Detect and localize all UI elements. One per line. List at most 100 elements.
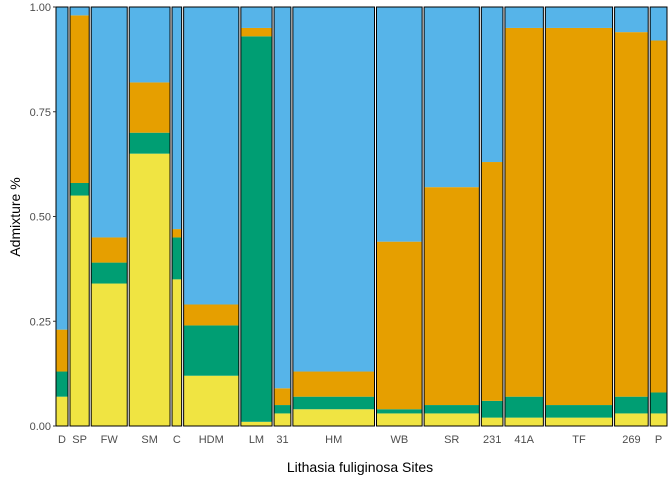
site-panel-TF — [544, 6, 614, 427]
site-panel-SM — [128, 6, 171, 427]
bar-segment-LM-blue — [240, 7, 273, 28]
bar-segment-31-yellow — [274, 413, 291, 426]
bar-segment-TF-blue — [545, 7, 613, 28]
site-panel-41A — [504, 6, 544, 427]
bar-segment-C-blue — [172, 7, 182, 230]
bar-segment-HM-yellow — [292, 409, 375, 426]
site-panel-C — [171, 6, 183, 427]
bar-segment-P-blue — [650, 7, 667, 41]
x-tick-label-31: 31 — [276, 434, 288, 446]
bar-segment-TF-yellow — [545, 417, 613, 426]
bar-segment-41A-yellow — [504, 417, 544, 426]
site-panel-SR — [423, 6, 480, 427]
x-tick-label-231: 231 — [483, 434, 501, 446]
y-axis: 0.00 0.25 0.50 0.75 1.00 — [30, 2, 56, 433]
bar-segment-269-green — [614, 396, 649, 414]
bar-segment-D-orange — [56, 329, 68, 372]
site-panel-HDM — [183, 6, 240, 427]
bar-segment-WB-blue — [376, 7, 423, 242]
bar-segment-HM-blue — [292, 7, 375, 372]
site-panel-WB — [376, 6, 423, 427]
site-panel-FW — [90, 6, 128, 427]
x-tick-label-269: 269 — [622, 434, 640, 446]
site-panel-HM — [292, 6, 376, 427]
bar-segment-SP-orange — [70, 15, 90, 183]
y-tick-label: 0.00 — [30, 421, 51, 433]
bar-segment-41A-green — [504, 396, 544, 418]
bar-segment-SP-yellow — [70, 195, 90, 426]
bar-segment-LM-yellow — [240, 421, 273, 426]
site-panel-269 — [614, 6, 649, 427]
bar-segment-TF-orange — [545, 27, 613, 406]
bar-segment-SM-blue — [129, 7, 171, 83]
bar-segment-FW-blue — [91, 7, 128, 238]
bar-segment-SM-yellow — [129, 153, 171, 426]
bar-segment-HDM-yellow — [183, 375, 239, 426]
bar-segment-231-yellow — [481, 417, 503, 426]
x-tick-label-P: P — [655, 434, 662, 446]
bar-segment-HM-orange — [292, 371, 375, 397]
bar-segment-D-blue — [56, 7, 68, 330]
bar-segment-31-orange — [274, 388, 291, 406]
y-tick-label: 0.50 — [30, 212, 51, 224]
bar-segment-WB-orange — [376, 241, 423, 410]
site-panel-LM — [240, 6, 273, 427]
bar-segment-D-yellow — [56, 396, 68, 426]
bar-segment-31-green — [274, 405, 291, 414]
bar-segment-SR-green — [424, 405, 480, 414]
bar-segment-P-yellow — [650, 413, 667, 426]
bar-segment-HDM-orange — [183, 304, 239, 326]
bar-segment-D-green — [56, 371, 68, 397]
y-tick-label: 1.00 — [30, 2, 51, 14]
site-borders — [55, 6, 668, 427]
bar-segment-231-blue — [481, 7, 503, 163]
plot-area — [56, 7, 667, 426]
bar-segment-31-blue — [274, 7, 291, 389]
bar-segment-SR-blue — [424, 7, 480, 188]
x-tick-label-D: D — [58, 434, 66, 446]
x-tick-label-FW: FW — [101, 434, 119, 446]
bar-segment-SM-orange — [129, 82, 171, 133]
y-tick-label: 0.25 — [30, 316, 51, 328]
bar-segment-FW-orange — [91, 237, 128, 263]
bar-segment-231-green — [481, 400, 503, 418]
y-axis-title: Admixture % — [7, 177, 23, 256]
bar-segment-41A-blue — [504, 7, 544, 28]
bar-segment-WB-green — [376, 409, 423, 414]
x-tick-label-C: C — [173, 434, 181, 446]
bar-segment-FW-green — [91, 262, 128, 284]
bar-segment-SP-blue — [70, 7, 90, 16]
bar-segment-SM-green — [129, 132, 171, 154]
bar-segment-C-yellow — [172, 279, 182, 426]
bar-segment-269-orange — [614, 32, 649, 397]
x-tick-label-SP: SP — [72, 434, 87, 446]
bar-segment-LM-green — [240, 36, 273, 422]
x-tick-label-HDM: HDM — [199, 434, 224, 446]
y-tick-label: 0.75 — [30, 107, 51, 119]
x-tick-label-SR: SR — [444, 434, 459, 446]
bar-segment-HDM-green — [183, 325, 239, 376]
x-axis-title: Lithasia fuliginosa Sites — [287, 459, 433, 475]
bar-segment-SR-orange — [424, 187, 480, 406]
bar-segment-231-orange — [481, 162, 503, 401]
bar-segment-WB-yellow — [376, 413, 423, 426]
bar-segment-269-yellow — [614, 413, 649, 426]
site-panel-231 — [480, 6, 504, 427]
x-tick-label-41A: 41A — [514, 434, 534, 446]
bar-segment-FW-yellow — [91, 283, 128, 426]
x-tick-label-TF: TF — [572, 434, 586, 446]
x-tick-label-LM: LM — [249, 434, 264, 446]
site-panel-P — [649, 6, 668, 427]
bar-segment-41A-orange — [504, 27, 544, 397]
x-tick-label-HM: HM — [325, 434, 342, 446]
bar-segment-HM-green — [292, 396, 375, 410]
bar-segment-P-green — [650, 392, 667, 414]
bar-segment-SR-yellow — [424, 413, 480, 426]
x-tick-label-SM: SM — [141, 434, 158, 446]
site-panel-SP — [69, 6, 90, 427]
x-axis: D SP FW SM C HDM LM 31 HM WB SR 231 41A TF 269 P — [58, 434, 662, 446]
bar-segment-HDM-blue — [183, 7, 239, 305]
bar-segment-SP-green — [70, 182, 90, 196]
site-panel-31 — [273, 6, 292, 427]
